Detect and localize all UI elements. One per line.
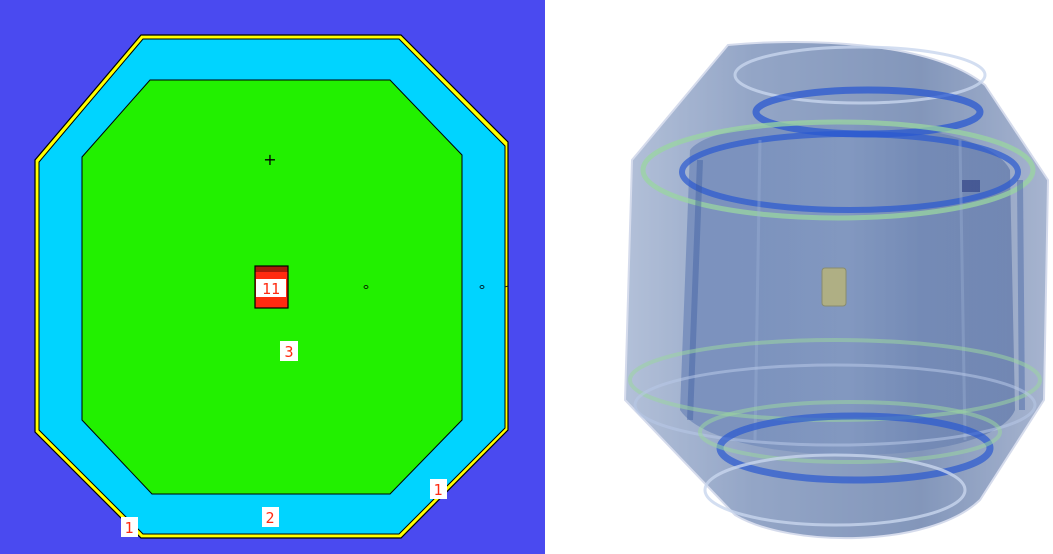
core-label: 3 bbox=[284, 343, 293, 361]
shell-label-right: 1 bbox=[433, 481, 442, 499]
tick-mark bbox=[363, 285, 369, 289]
annulus-label-box bbox=[262, 507, 279, 527]
source-label-box bbox=[256, 279, 286, 297]
lower-band-green-2 bbox=[698, 400, 1002, 464]
shell-label-box bbox=[121, 517, 138, 537]
side-port bbox=[962, 180, 980, 192]
shell-label-box bbox=[430, 479, 447, 499]
annulus-label: 2 bbox=[265, 509, 274, 527]
origin-marker: + bbox=[263, 150, 276, 169]
source-cell-top bbox=[255, 266, 288, 272]
source-label: 11 bbox=[262, 280, 280, 298]
tick-mark bbox=[479, 285, 485, 289]
facet-line bbox=[753, 139, 762, 441]
top-rim bbox=[733, 45, 987, 105]
facet-line bbox=[958, 139, 967, 441]
shell-label-left: 1 bbox=[124, 519, 133, 537]
facet-line bbox=[1017, 179, 1025, 411]
upper-band-green bbox=[640, 119, 1036, 221]
central-insert bbox=[821, 267, 847, 307]
lower-band-light bbox=[633, 363, 1037, 447]
tick-mark bbox=[504, 285, 509, 288]
core-label-box bbox=[280, 341, 298, 361]
cross-section-view: + 11 3 2 1 1 bbox=[0, 0, 545, 554]
upper-band-blue bbox=[679, 131, 1021, 213]
bottom-rim bbox=[703, 453, 967, 527]
lower-band-green bbox=[628, 338, 1042, 422]
3d-render-view bbox=[623, 40, 1050, 540]
